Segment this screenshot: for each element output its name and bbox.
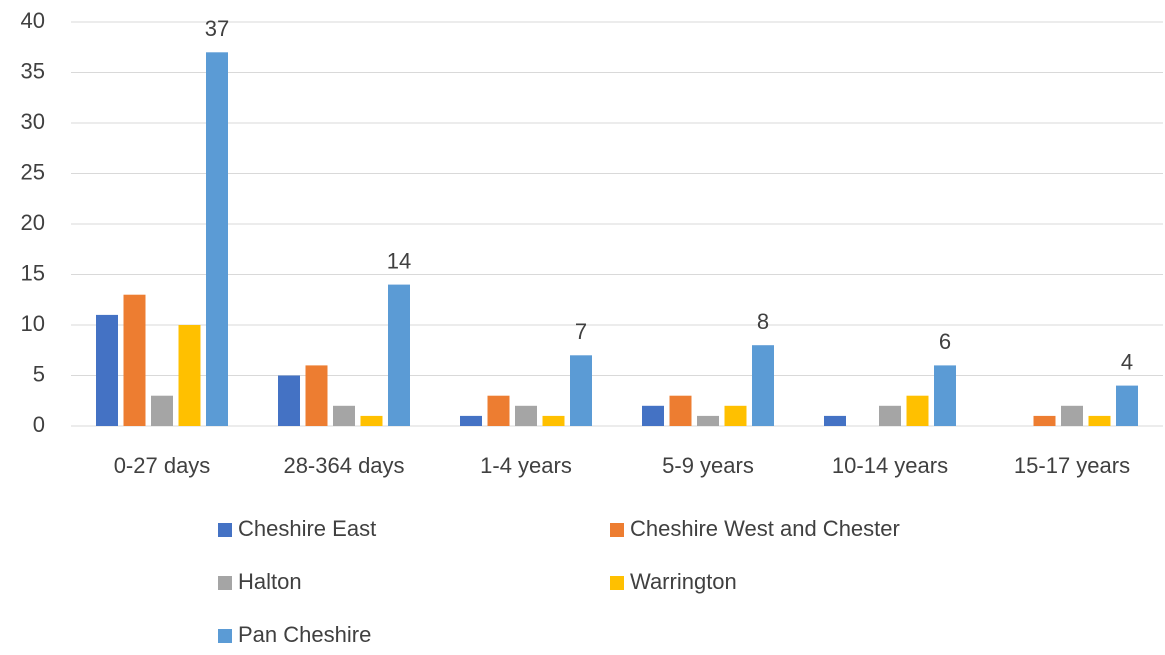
bar <box>151 395 173 426</box>
x-tick-label: 5-9 years <box>662 453 754 478</box>
bar <box>879 405 901 426</box>
bar <box>724 405 747 426</box>
y-tick-label: 10 <box>21 311 45 336</box>
data-label: 4 <box>1121 349 1133 374</box>
bar <box>333 405 355 426</box>
y-tick-label: 25 <box>21 159 45 184</box>
legend-label: Cheshire West and Chester <box>630 516 900 541</box>
bar <box>460 415 482 426</box>
legend-label: Cheshire East <box>238 516 376 541</box>
bar <box>669 395 692 426</box>
bar <box>123 294 146 426</box>
data-label: 6 <box>939 329 951 354</box>
bar <box>642 405 664 426</box>
bar <box>388 284 410 426</box>
y-tick-label: 20 <box>21 210 45 235</box>
bar <box>96 314 118 426</box>
y-tick-label: 0 <box>33 412 45 437</box>
bar <box>206 52 228 427</box>
bar <box>1116 385 1138 426</box>
bar <box>906 395 929 426</box>
legend-swatch <box>610 576 624 590</box>
bar <box>487 395 510 426</box>
legend-swatch <box>218 523 232 537</box>
data-label: 8 <box>757 309 769 334</box>
bar <box>570 355 592 426</box>
bar <box>542 415 565 426</box>
legend-swatch <box>218 576 232 590</box>
legend-swatch <box>218 629 232 643</box>
x-tick-label: 15-17 years <box>1014 453 1130 478</box>
data-label: 14 <box>387 248 411 273</box>
x-tick-label: 1-4 years <box>480 453 572 478</box>
data-label: 7 <box>575 319 587 344</box>
y-tick-label: 5 <box>33 361 45 386</box>
bar <box>178 325 201 426</box>
legend-label: Warrington <box>630 569 737 594</box>
x-tick-label: 10-14 years <box>832 453 948 478</box>
legend-label: Halton <box>238 569 302 594</box>
bar <box>1061 405 1083 426</box>
y-tick-label: 40 <box>21 8 45 33</box>
y-tick-label: 35 <box>21 58 45 83</box>
bar <box>752 345 774 426</box>
bar <box>697 415 719 426</box>
bar <box>1088 415 1111 426</box>
legend-label: Pan Cheshire <box>238 622 371 647</box>
bar <box>824 415 846 426</box>
bar <box>278 375 300 426</box>
bar <box>515 405 537 426</box>
bar <box>360 415 383 426</box>
data-label: 37 <box>205 16 229 41</box>
bar <box>305 365 328 426</box>
x-tick-label: 28-364 days <box>283 453 404 478</box>
x-tick-label: 0-27 days <box>114 453 211 478</box>
bar <box>1033 415 1056 426</box>
y-tick-label: 15 <box>21 260 45 285</box>
bar <box>934 365 956 426</box>
y-tick-label: 30 <box>21 109 45 134</box>
legend-swatch <box>610 523 624 537</box>
